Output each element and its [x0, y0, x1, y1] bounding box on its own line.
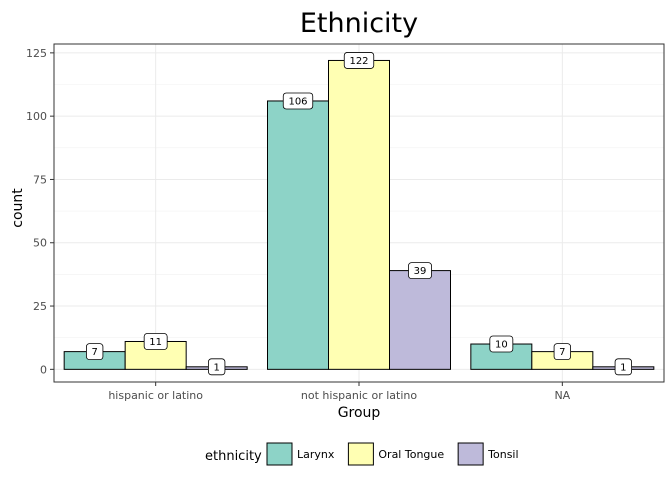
legend-key-oral-tongue — [347, 442, 374, 466]
data-label: 39 — [414, 266, 427, 277]
legend-title: ethnicity — [205, 449, 262, 464]
data-label-box — [553, 343, 571, 361]
data-label-box — [86, 343, 104, 361]
y-axis-title: count — [10, 188, 26, 228]
y-tick-label: 75 — [33, 173, 47, 186]
data-label: 106 — [288, 96, 307, 107]
bar-oral-tongue — [328, 59, 390, 370]
bar-tonsil — [389, 270, 451, 370]
chart-title: Ethnicity — [300, 8, 418, 39]
data-label: 122 — [349, 56, 368, 67]
data-label-box — [208, 358, 226, 376]
legend-key-larynx — [266, 442, 293, 466]
y-axis: 0 25 50 75 100 125 — [26, 47, 54, 376]
data-label-box — [489, 335, 514, 353]
data-label-box — [343, 52, 375, 69]
data-label-box — [614, 358, 632, 376]
data-label: 7 — [91, 347, 97, 358]
y-tick-label: 0 — [40, 363, 47, 376]
legend: ethnicity Larynx Oral Tongue Tonsil — [205, 442, 519, 466]
x-tick-label: not hispanic or latino — [301, 389, 417, 402]
data-label: 10 — [495, 340, 508, 351]
data-label: 1 — [620, 362, 626, 373]
data-label: 7 — [559, 347, 565, 358]
x-tick-label: hispanic or latino — [108, 389, 203, 402]
x-axis: hispanic or latino not hispanic or latino… — [108, 382, 571, 402]
x-axis-title: Group — [338, 405, 381, 421]
y-tick-label: 100 — [26, 110, 47, 123]
data-label-box — [282, 92, 314, 110]
bar-larynx — [267, 100, 329, 370]
legend-key-tonsil — [457, 442, 484, 466]
y-tick-label: 125 — [26, 47, 47, 60]
data-label-box — [408, 262, 432, 279]
legend-label: Tonsil — [487, 448, 518, 461]
y-tick-label: 25 — [33, 300, 47, 313]
data-label: 11 — [149, 337, 162, 348]
legend-label: Oral Tongue — [378, 448, 444, 461]
y-tick-label: 50 — [33, 237, 47, 250]
x-tick-label: NA — [554, 389, 570, 402]
legend-label: Larynx — [297, 448, 335, 461]
data-label-box — [143, 333, 168, 350]
data-label: 1 — [213, 362, 219, 373]
